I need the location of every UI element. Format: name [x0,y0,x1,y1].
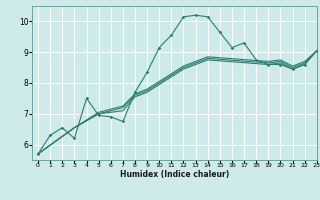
X-axis label: Humidex (Indice chaleur): Humidex (Indice chaleur) [120,170,229,179]
